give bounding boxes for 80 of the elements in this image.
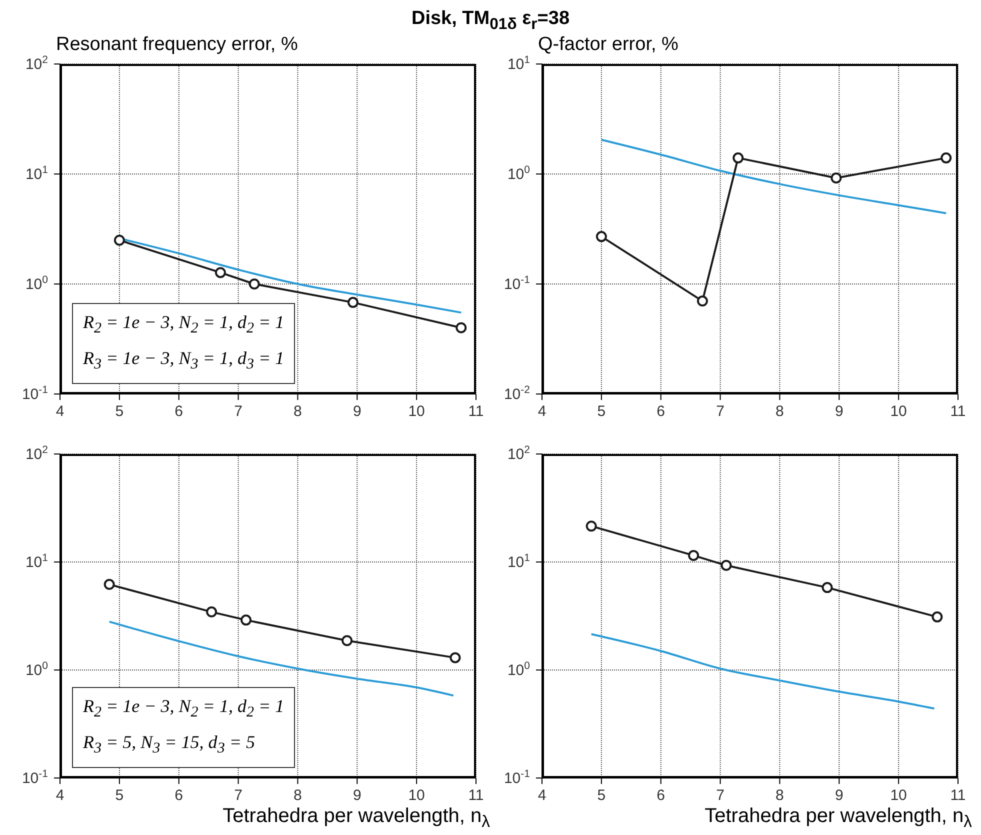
chart-title: Disk, TM$_{01δ}$ ε$_{r}$=38 (410, 8, 571, 33)
point (732, 152, 744, 164)
point (104, 578, 115, 590)
annotation: R$_{3}$ = 5, N$_{3}$ = 15, d$_{3}$ = 5 (83, 731, 256, 759)
point (830, 172, 842, 184)
x-tick-label: 11 (468, 787, 484, 804)
annotation: R$_{2}$ = 1e − 3, N$_{2}$ = 1, d$_{2}$ = 1 (83, 694, 284, 722)
x-tick-label: 6 (656, 787, 666, 804)
x-tick-label: 11 (950, 403, 966, 420)
y-tick-label: 10$^{2}$ (25, 444, 48, 463)
x-tick-label: 10 (408, 787, 425, 804)
x-tick-label: 7 (234, 787, 242, 804)
point (248, 278, 260, 290)
x-axis-title: Tetrahedra per wavelength, n$_{λ}$ (704, 805, 972, 832)
point (586, 520, 597, 532)
x-tick-label: 9 (834, 787, 844, 804)
x-tick-label: 5 (597, 403, 606, 420)
point (696, 296, 708, 307)
x-tick-label: 5 (597, 787, 606, 804)
x-tick-label: 6 (656, 403, 666, 420)
x-tick-label: 11 (950, 787, 966, 804)
y-tick-label: 10$^{-2}$ (504, 384, 530, 403)
point (114, 234, 125, 246)
y-tick-label: 10$^{-1}$ (22, 384, 48, 403)
x-tick-label: 7 (234, 403, 242, 420)
line-series (600, 138, 948, 214)
y-tick-label: 10$^{-1}$ (504, 768, 530, 787)
y-axis-title: Resonant frequency error, % (56, 34, 298, 56)
x-tick-label: 9 (352, 403, 362, 420)
x-tick-label: 4 (538, 787, 546, 804)
x-tick-label: 7 (716, 787, 724, 804)
point (932, 611, 943, 622)
y-tick-label: 10$^{1}$ (507, 54, 530, 73)
x-tick-label: 9 (834, 403, 844, 420)
x-tick-label: 8 (294, 787, 302, 804)
annotation: R$_{3}$ = 1e − 3, N$_{3}$ = 1, d$_{3}$ = 1 (83, 347, 284, 375)
point (720, 560, 732, 571)
x-tick-label: 5 (115, 787, 124, 804)
point (822, 582, 833, 594)
y-tick-label: 10$^{0}$ (507, 164, 530, 183)
point (206, 606, 218, 618)
y-tick-label: 10$^{2}$ (507, 444, 530, 463)
point (214, 267, 226, 278)
annotation: R$_{2}$ = 1e − 3, N$_{2}$ = 1, d$_{2}$ = 1 (83, 310, 284, 338)
x-tick-label: 4 (538, 403, 546, 420)
x-tick-label: 8 (776, 403, 784, 420)
x-tick-label: 10 (408, 403, 425, 420)
x-tick-label: 6 (174, 403, 184, 420)
x-tick-label: 6 (174, 787, 184, 804)
point (450, 652, 461, 664)
y-tick-label: 10$^{-1}$ (22, 768, 48, 787)
point (456, 322, 467, 334)
x-tick-label: 8 (294, 403, 302, 420)
x-tick-label: 4 (56, 787, 64, 804)
x-tick-label: 8 (776, 787, 784, 804)
y-tick-label: 10$^{1}$ (25, 164, 48, 183)
point (347, 296, 358, 308)
x-axis-title: Tetrahedra per wavelength, n$_{λ}$ (222, 805, 490, 832)
x-tick-label: 7 (716, 403, 724, 420)
line-series (108, 620, 454, 697)
y-tick-label: 10$^{0}$ (25, 274, 48, 293)
y-axis-title: Q-factor error, % (538, 34, 678, 56)
x-tick-label: 5 (115, 403, 124, 420)
y-tick-label: 10$^{1}$ (25, 552, 48, 571)
y-tick-label: 10$^{0}$ (25, 660, 48, 679)
line-series (590, 633, 936, 710)
y-tick-label: 10$^{2}$ (25, 54, 48, 73)
x-tick-label: 10 (890, 787, 907, 804)
point (688, 550, 700, 561)
x-tick-label: 11 (468, 403, 484, 420)
point (940, 152, 952, 164)
y-tick-label: 10$^{1}$ (507, 552, 530, 571)
x-tick-label: 4 (56, 403, 64, 420)
point (342, 635, 353, 646)
y-tick-label: 10$^{0}$ (507, 660, 530, 679)
x-tick-label: 10 (890, 403, 907, 420)
x-tick-label: 9 (352, 787, 362, 804)
y-tick-label: 10$^{-1}$ (504, 274, 530, 293)
point (240, 614, 252, 626)
point (596, 231, 607, 242)
